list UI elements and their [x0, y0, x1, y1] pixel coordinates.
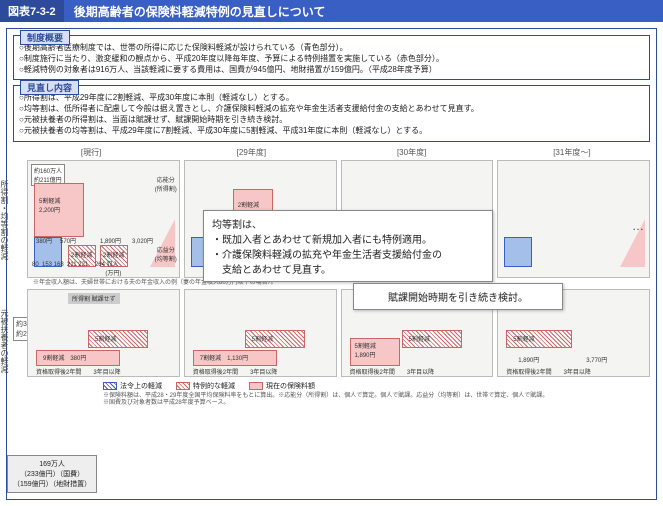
bar-5wari-2c2: 5割軽減 [402, 330, 462, 348]
row1-label: 所得割・均等割の軽減 [0, 180, 10, 260]
x2b: 資格取得後2年間 3年目以降 [193, 367, 278, 376]
chart-2b: 5割軽減 7割軽減 1,130円 資格取得後2年間 3年目以降 [184, 289, 337, 377]
overview-section: 制度概要 ○後期高齢者医療制度では、世帯の所得に応じた保険料軽減が設けられている… [13, 35, 650, 80]
no-levy: 所得割 賦課せず [68, 293, 120, 304]
chart-1a: 約160万人 約211億円 5割軽減 2,200円 2割軽減 2割軽減 80 1… [27, 160, 180, 278]
chart-1d [497, 160, 650, 278]
legend-item-2: 特例的な軽減 [176, 381, 235, 391]
main-frame: 制度概要 ○後期高齢者医療制度では、世帯の所得に応じた保険料軽減が設けられている… [6, 28, 657, 500]
v380: 380円 [36, 236, 52, 245]
corner-box: 169万人 （233億円）（国費） （159億円）（地財措置） [7, 455, 97, 493]
row2-label: 元被扶養者の軽減 [0, 309, 10, 373]
overview-label: 制度概要 [20, 30, 70, 45]
bar-5wari-2d: 5割軽減 [506, 330, 572, 348]
legend-item-3: 現在の保険料額 [249, 381, 315, 391]
chart-row-1: 所得割・均等割の軽減 約160万人 約211億円 5割軽減 2,200円 2割軽… [13, 160, 650, 278]
bar-5wari-2b: 5割軽減 [245, 330, 305, 348]
review-text: ○所得割は、平成29年度に2割軽減、平成30年度に本則（軽減なし）とする。 ○均… [19, 93, 644, 136]
chart-row-2: 元被扶養者の軽減 所得割 賦課せず 5割軽減 9割軽減 380円 資格取得後2年… [13, 289, 650, 377]
bar-5wari-2c1: 5割軽減 1,890円 [350, 338, 400, 366]
year-1: [現行] [13, 147, 169, 158]
year-header: [現行] [29年度] [30年度] [31年度～] [13, 147, 650, 158]
year-3: [30年度] [334, 147, 490, 158]
callout-1: 均等割は、 ・既加入者とあわせて新規加入者にも特例適用。 ・介護保険料軽減の拡充… [203, 210, 493, 282]
footnote: ※保険料額は、平成28・29年度全国平均保険料率をもとに算出。※応能分（所得割）… [13, 393, 650, 407]
title-bar: 図表7-3-2 後期高齢者の保険料軽減特例の見直しについて [0, 0, 663, 22]
overview-text: ○後期高齢者医療制度では、世帯の所得に応じた保険料軽減が設けられている（青色部分… [19, 43, 644, 75]
year-2: [29年度] [173, 147, 329, 158]
bar-9wari: 9割軽減 380円 [36, 350, 120, 366]
chart-2a: 所得割 賦課せず 5割軽減 9割軽減 380円 資格取得後2年間 3年目以降 [27, 289, 180, 377]
v1-2d: 1,890円 [518, 355, 539, 364]
side-label-1: 応能分 (所得割) [155, 175, 177, 193]
v570: 570円 [60, 236, 76, 245]
x2a: 資格取得後2年間 3年目以降 [36, 367, 121, 376]
year-4: [31年度～] [494, 147, 650, 158]
bar-5wari-2a: 5割軽減 [88, 330, 148, 348]
figure-tag: 図表7-3-2 [0, 0, 64, 22]
bar-5wari: 5割軽減 2,200円 [34, 183, 84, 237]
legend-item-1: 法令上の軽減 [103, 381, 162, 391]
side-label-2: 応益分 (均等割) [155, 245, 177, 263]
v1890: 1,890円 [100, 236, 121, 245]
ellipsis: … [632, 219, 644, 233]
v2-2d: 3,770円 [586, 355, 607, 364]
bar-7wari: 7割軽減 1,130円 [193, 350, 277, 366]
x-ticks: 80 153 168 211 221 264 収入 (万円) [32, 259, 121, 277]
bar-blue-d [504, 237, 532, 267]
x2c: 資格取得後2年間 3年目以降 [350, 367, 435, 376]
v3020: 3,020円 [132, 236, 153, 245]
legend: 法令上の軽減 特例的な軽減 現在の保険料額 [13, 381, 650, 391]
x2d: 資格取得後2年間 3年目以降 [506, 367, 591, 376]
review-label: 見直し内容 [20, 80, 79, 95]
figure-title: 後期高齢者の保険料軽減特例の見直しについて [64, 0, 663, 22]
callout-2: 賦課開始時期を引き続き検討。 [353, 283, 563, 310]
review-section: 見直し内容 ○所得割は、平成29年度に2割軽減、平成30年度に本則（軽減なし）と… [13, 85, 650, 141]
